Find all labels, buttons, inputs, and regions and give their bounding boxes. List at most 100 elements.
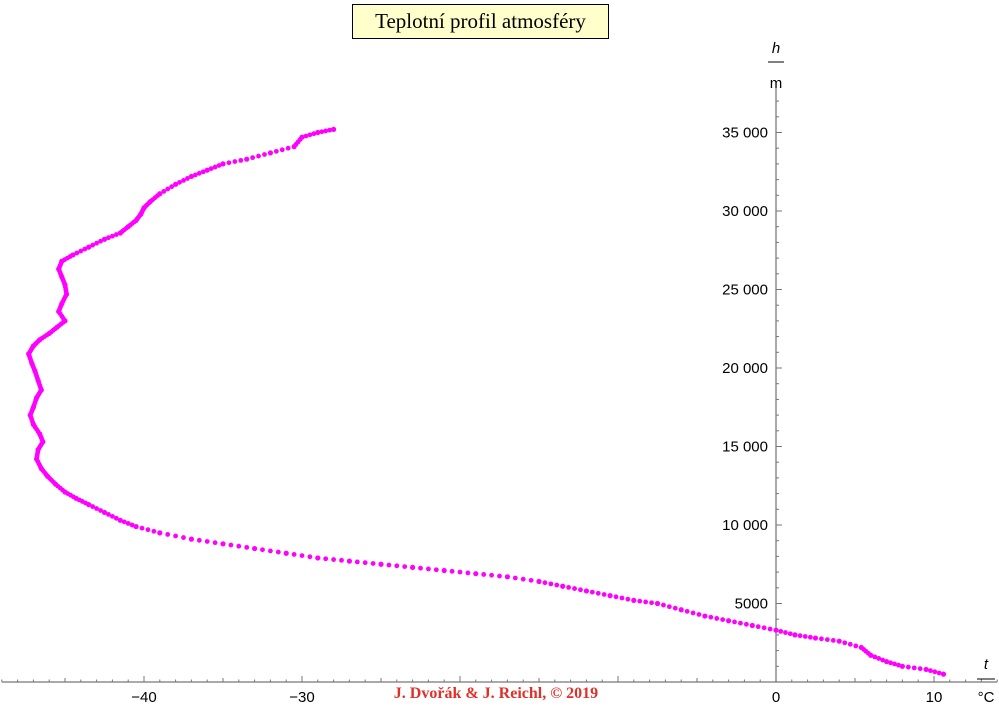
data-point: [90, 504, 96, 509]
credit-label: J. Dvořák & J. Reichl, © 2019: [372, 684, 620, 704]
minor-ticks: [1, 100, 998, 682]
data-point: [560, 583, 566, 589]
data-point: [631, 597, 637, 603]
data-point: [129, 522, 135, 528]
data-point: [244, 156, 250, 162]
data-point: [101, 236, 108, 242]
data-point: [323, 128, 329, 134]
data-point: [749, 622, 755, 629]
y-tick-label: 35 000: [722, 125, 768, 142]
data-point: [94, 506, 99, 511]
data-point: [892, 661, 897, 667]
data-point: [260, 547, 265, 553]
y-tick-label: 30 000: [722, 203, 768, 220]
y-tick-label: 20 000: [722, 360, 768, 377]
data-point: [319, 129, 325, 135]
data-point: [113, 515, 119, 521]
data-point: [331, 126, 337, 132]
data-point: [433, 567, 439, 573]
data-point: [378, 561, 384, 567]
data-point: [449, 568, 455, 574]
data-point: [262, 152, 267, 157]
data-point: [589, 589, 595, 595]
data-point: [208, 166, 214, 172]
x-tick-label: −40: [131, 689, 156, 706]
data-point: [928, 668, 933, 674]
data-point: [548, 581, 554, 587]
data-point: [299, 553, 305, 559]
data-point: [696, 612, 702, 617]
data-point: [173, 533, 179, 539]
data-point: [74, 250, 80, 256]
data-point: [572, 586, 577, 591]
data-point: [836, 638, 842, 644]
data-point: [853, 643, 859, 649]
data-point: [117, 517, 123, 523]
data-points: [26, 126, 947, 677]
data-point: [566, 585, 572, 590]
data-point: [441, 567, 447, 574]
data-point: [613, 594, 619, 600]
data-point: [275, 549, 281, 555]
data-point: [226, 160, 232, 166]
data-point: [113, 232, 119, 237]
data-point: [512, 575, 518, 581]
data-point: [940, 671, 947, 677]
data-point: [872, 654, 878, 660]
data-point: [228, 542, 234, 548]
data-point: [133, 523, 139, 530]
y-axis-variable: h: [772, 40, 780, 57]
data-point: [181, 535, 186, 540]
data-point: [896, 662, 901, 668]
data-point: [520, 576, 526, 582]
y-tick-label: 10 000: [722, 517, 768, 534]
data-point: [181, 177, 186, 183]
data-point: [418, 565, 423, 571]
data-point: [204, 539, 210, 544]
data-point: [70, 252, 76, 258]
data-point: [778, 628, 784, 634]
data-point: [732, 619, 737, 625]
data-point: [196, 537, 202, 543]
data-point: [212, 540, 218, 546]
data-point: [173, 181, 179, 187]
data-point: [98, 508, 103, 513]
data-point: [714, 616, 720, 621]
data-point: [489, 572, 494, 578]
data-point: [787, 631, 793, 637]
data-point: [331, 557, 336, 562]
data-point: [583, 588, 590, 594]
data-point: [528, 577, 534, 583]
data-point: [94, 240, 99, 246]
data-point: [536, 578, 542, 585]
data-point: [220, 161, 226, 167]
data-point: [220, 541, 226, 547]
data-point: [643, 599, 649, 605]
data-point: [884, 658, 890, 665]
data-point: [888, 660, 893, 666]
data-point: [82, 246, 88, 252]
data-point: [346, 558, 352, 564]
y-tick-label: 5000: [735, 596, 768, 613]
axes: [1, 85, 998, 683]
data-point: [619, 595, 625, 601]
data-point: [256, 153, 261, 159]
data-point: [311, 131, 317, 137]
data-point: [283, 550, 289, 556]
data-point: [157, 191, 163, 197]
data-point: [542, 580, 548, 586]
data-point: [457, 569, 463, 575]
data-point: [291, 552, 297, 557]
data-point: [362, 560, 368, 566]
x-tick-label: 0: [772, 689, 780, 706]
data-point: [244, 544, 250, 550]
data-point: [250, 155, 256, 161]
data-point: [165, 532, 171, 537]
data-point: [911, 665, 917, 671]
data-point: [917, 666, 923, 672]
data-point: [601, 592, 607, 597]
x-axis-label: t °C: [977, 656, 995, 706]
data-point: [830, 637, 836, 643]
data-point: [339, 557, 344, 563]
data-point: [876, 656, 882, 661]
